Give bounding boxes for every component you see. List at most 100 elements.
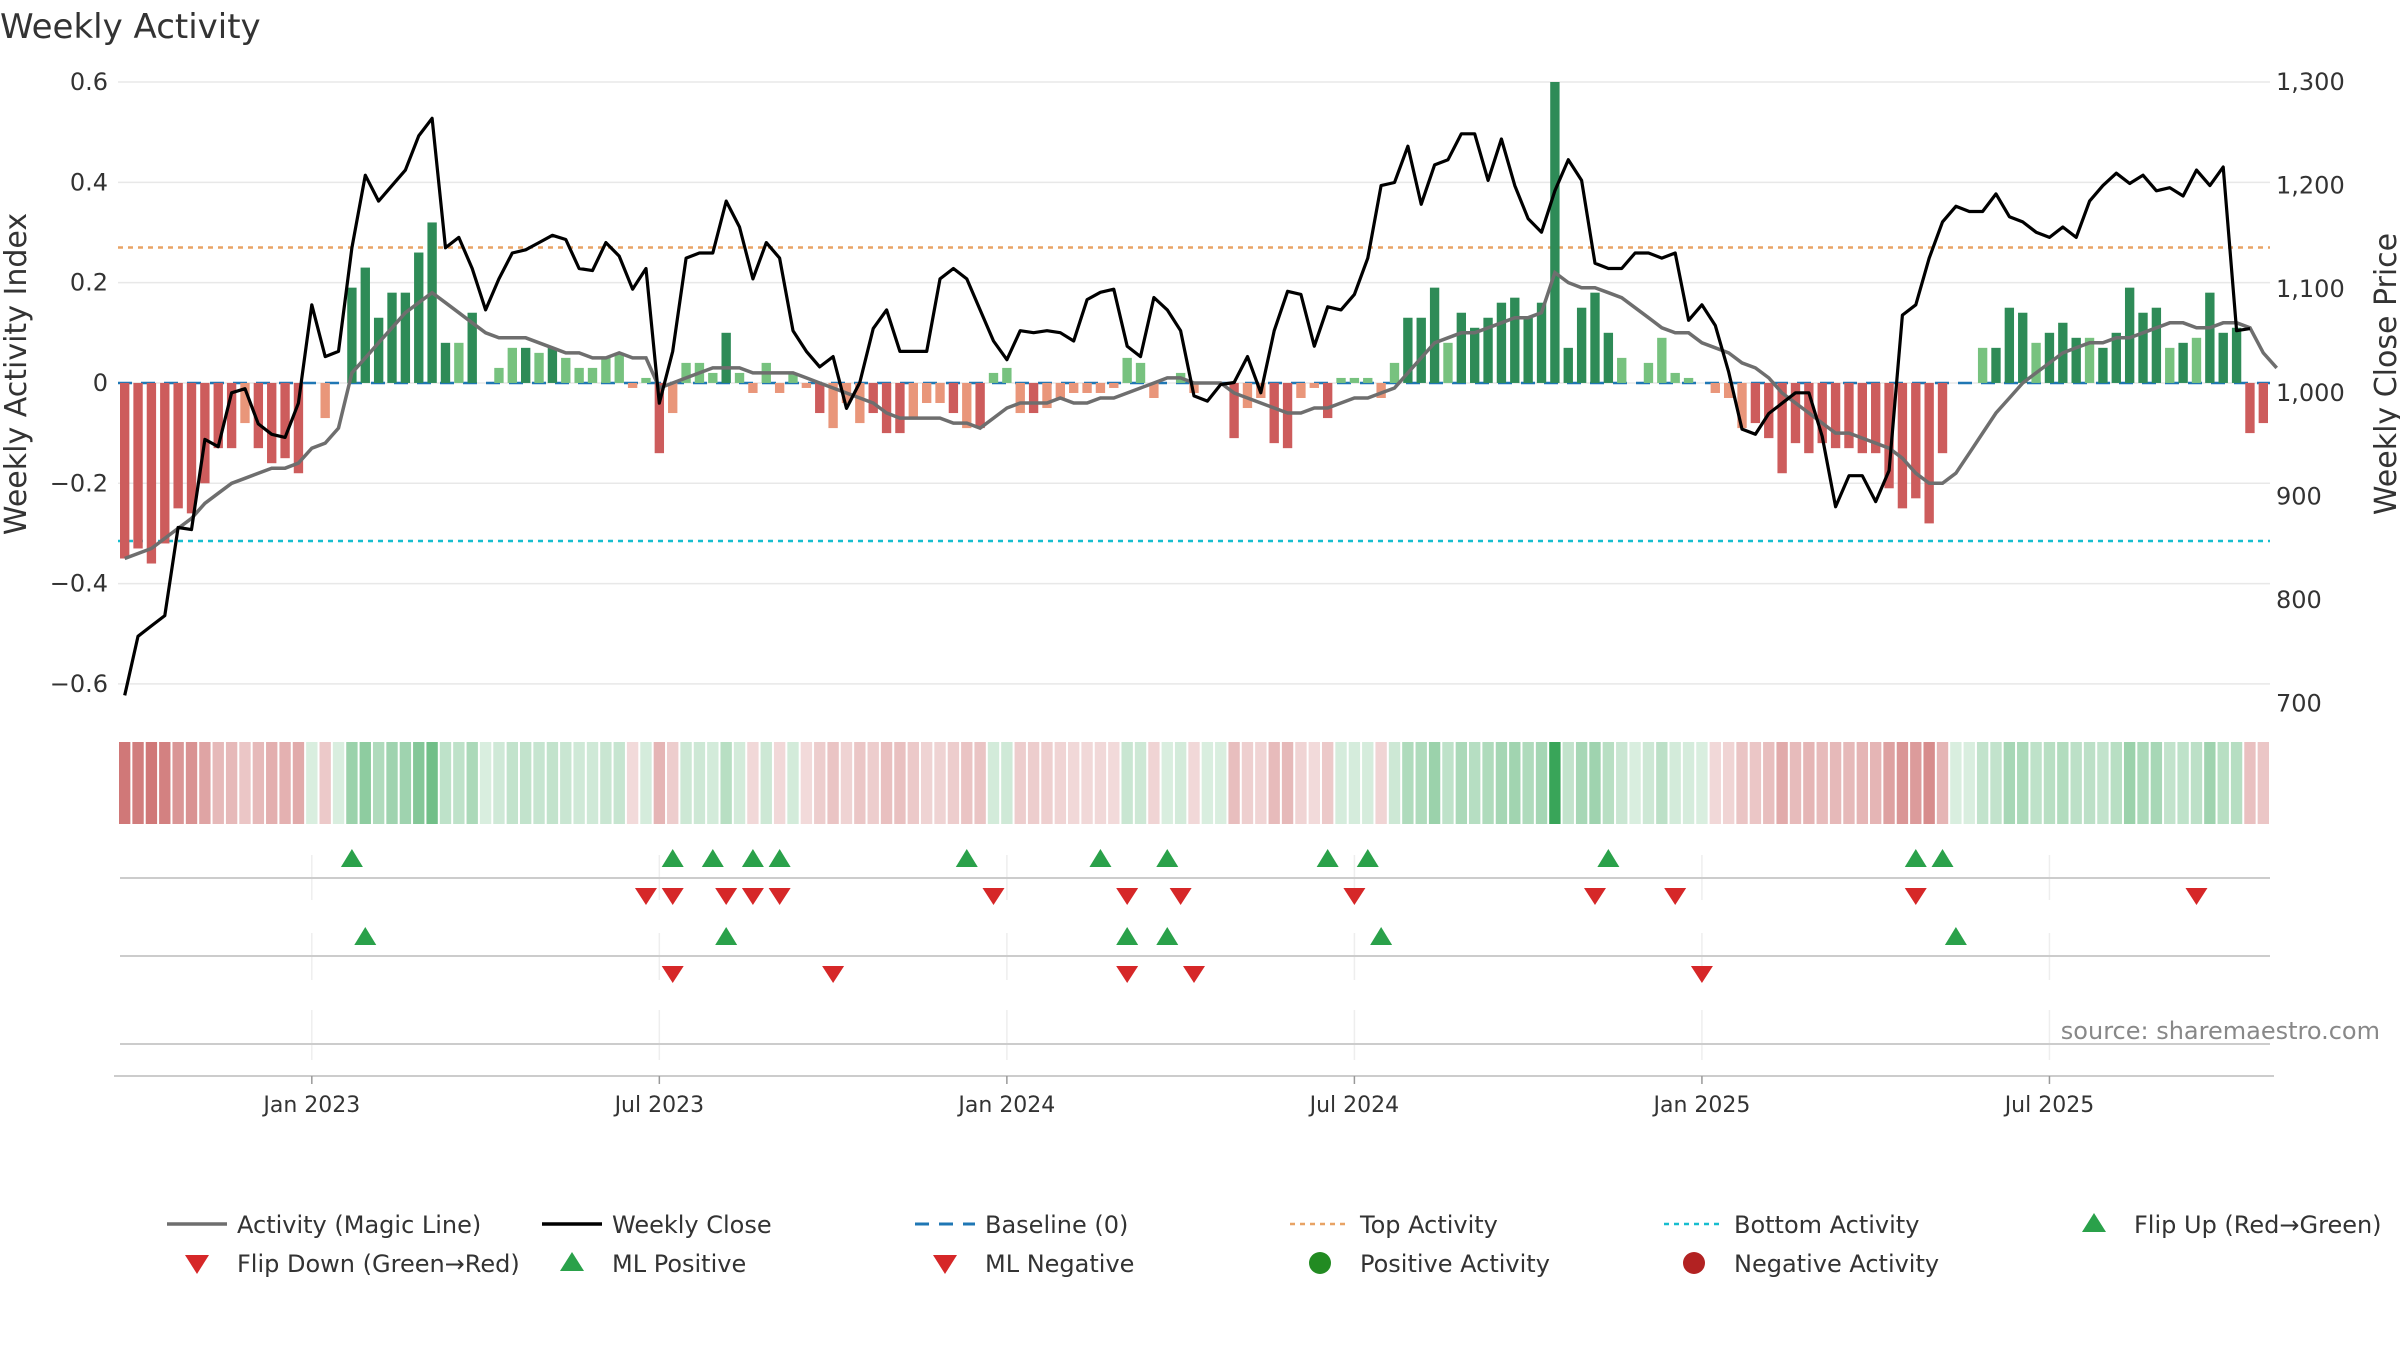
x-tick-label: Jul 2024 xyxy=(1308,1093,1400,1118)
legend-swatch-circle xyxy=(1309,1252,1331,1274)
right-tick-label: 1,300 xyxy=(2276,68,2345,96)
heat-cell xyxy=(1829,742,1842,824)
flip-up-marker xyxy=(1931,849,1954,867)
right-axis-label: Weekly Close Price xyxy=(2369,233,2400,515)
legend-swatch-down xyxy=(185,1255,209,1274)
heat-cell xyxy=(1990,742,2002,824)
heat-cell xyxy=(1027,742,1040,824)
heat-cell xyxy=(519,742,532,824)
heat-cell xyxy=(707,742,719,824)
heat-cell xyxy=(1174,742,1187,824)
heat-cell xyxy=(2244,742,2256,824)
heat-cell xyxy=(1215,742,1227,824)
flip-up-marker xyxy=(1904,849,1927,867)
heat-cell xyxy=(493,742,505,824)
activity-bar xyxy=(1777,382,1787,474)
heat-cell xyxy=(894,742,906,824)
heat-cell xyxy=(827,742,839,824)
activity-bar xyxy=(1710,382,1720,393)
activity-bar xyxy=(146,382,157,564)
heat-cell xyxy=(1428,742,1441,824)
activity-bar xyxy=(574,367,584,383)
activity-bar xyxy=(1122,357,1132,383)
heat-cell xyxy=(1549,742,1561,824)
activity-bar xyxy=(494,367,504,383)
activity-bar xyxy=(240,382,250,424)
activity-bar xyxy=(601,357,611,383)
heat-cell xyxy=(1656,742,1668,824)
activity-bar xyxy=(1095,382,1106,393)
heat-cell xyxy=(266,742,278,824)
activity-bar xyxy=(1403,317,1413,383)
activity-bar xyxy=(133,382,143,549)
magic-line xyxy=(124,269,2279,561)
flip-down-marker xyxy=(715,888,738,905)
heat-cell xyxy=(1321,742,1334,824)
activity-bar xyxy=(2031,342,2041,383)
activity-bar xyxy=(2231,327,2242,383)
activity-bar xyxy=(2044,332,2055,383)
heat-cell xyxy=(573,742,585,824)
heat-cell xyxy=(1682,742,1695,824)
x-tick-label: Jul 2023 xyxy=(613,1093,705,1118)
legend-item: Activity (Magic Line) xyxy=(167,1211,481,1239)
activity-bar xyxy=(1443,342,1453,383)
activity-bar xyxy=(962,382,972,429)
activity-bar xyxy=(988,372,999,383)
right-axis-ticks: 1,300 1,200 1,100 1,000 900 800 700 xyxy=(2276,68,2345,718)
heat-cell xyxy=(1455,742,1468,824)
heat-cell xyxy=(747,742,759,824)
heat-cell xyxy=(1054,742,1067,824)
flip-down-marker xyxy=(982,888,1005,905)
heat-cell xyxy=(1255,742,1267,824)
flip-down-marker xyxy=(1690,966,1713,983)
heat-cell xyxy=(1629,742,1641,824)
heat-cell xyxy=(1014,742,1026,824)
activity-bar xyxy=(1015,382,1025,414)
heat-cell xyxy=(934,742,946,824)
heat-cell xyxy=(1295,742,1307,824)
activity-bar xyxy=(1470,327,1480,383)
heat-cell xyxy=(372,742,385,824)
heat-cell xyxy=(947,742,960,824)
activity-bar xyxy=(908,382,918,419)
heat-cell xyxy=(1816,742,1828,824)
activity-bar xyxy=(120,382,130,559)
left-axis-label: Weekly Activity Index xyxy=(0,213,34,535)
legend-item: Bottom Activity xyxy=(1664,1211,1919,1239)
activity-bar xyxy=(627,382,638,388)
heat-cell xyxy=(667,742,679,824)
heat-cell xyxy=(306,742,318,824)
legend-swatch-down xyxy=(933,1255,957,1274)
heat-cell xyxy=(907,742,919,824)
activity-bar xyxy=(1336,377,1346,383)
activity-bar xyxy=(855,382,865,424)
heat-cell xyxy=(185,742,198,824)
activity-bar xyxy=(1857,382,1868,454)
activity-bar xyxy=(1109,382,1119,388)
activity-bar xyxy=(2138,312,2148,383)
legend-item: Baseline (0) xyxy=(915,1211,1128,1239)
activity-bar xyxy=(1135,362,1146,383)
activity-bar xyxy=(1242,382,1253,409)
flip-up-marker xyxy=(701,849,724,867)
heat-cell xyxy=(974,742,986,824)
heat-cell xyxy=(1736,742,1748,824)
activity-bar xyxy=(2111,332,2121,383)
heat-cell xyxy=(1094,742,1107,824)
legend-item: Positive Activity xyxy=(1309,1250,1550,1278)
activity-bar xyxy=(801,382,812,388)
activity-bar xyxy=(253,382,264,449)
heat-cell xyxy=(1602,742,1615,824)
activity-bar xyxy=(2245,382,2255,434)
activity-bar xyxy=(1576,307,1587,383)
activity-bar xyxy=(467,312,477,383)
flip-up-marker xyxy=(715,927,738,945)
heat-cell xyxy=(1402,742,1414,824)
heat-cell xyxy=(1803,742,1815,824)
right-tick-label: 1,200 xyxy=(2276,172,2345,200)
flip-down-marker xyxy=(661,966,684,983)
activity-bar xyxy=(561,357,571,383)
activity-bar xyxy=(2191,337,2202,383)
heat-cell xyxy=(145,742,158,824)
